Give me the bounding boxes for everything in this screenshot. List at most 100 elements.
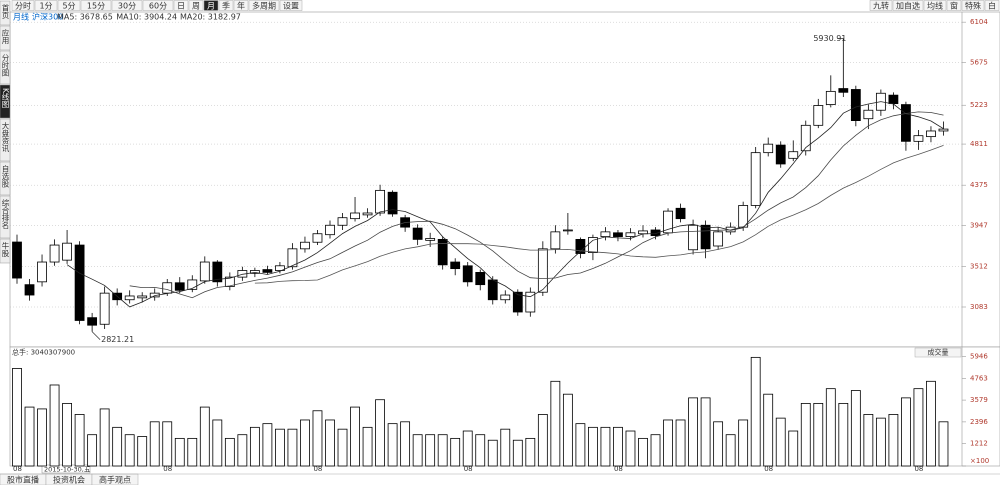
legend-entry: MA10: 3904.24 bbox=[116, 13, 177, 22]
volume-tick-label: 4763 bbox=[970, 374, 988, 382]
sidebar-label[interactable]: 应用 bbox=[1, 28, 10, 46]
volume-bar bbox=[713, 421, 724, 467]
sidebar-label[interactable]: 首页 bbox=[1, 3, 10, 21]
sidebar-label[interactable]: 自选股 bbox=[1, 164, 10, 189]
sidebar-tab[interactable] bbox=[0, 161, 11, 196]
sidebar-tab[interactable] bbox=[0, 25, 11, 51]
period-button[interactable] bbox=[173, 0, 189, 11]
bottom-tab-label[interactable]: 股市直播 bbox=[7, 475, 39, 485]
sidebar-tab[interactable] bbox=[0, 50, 11, 85]
tool-button[interactable] bbox=[892, 0, 924, 11]
sidebar-tab[interactable] bbox=[0, 0, 11, 26]
period-button[interactable] bbox=[57, 0, 81, 11]
volume-bar bbox=[262, 423, 273, 467]
volume-tick-label: 2396 bbox=[970, 418, 988, 426]
period-button[interactable] bbox=[142, 0, 174, 11]
candle-body bbox=[788, 151, 799, 159]
period-button[interactable] bbox=[203, 0, 219, 11]
candle-body bbox=[825, 90, 836, 105]
period-button[interactable] bbox=[80, 0, 112, 11]
candle-body bbox=[312, 233, 323, 243]
x-tick-label: 08 bbox=[464, 465, 473, 473]
tool-button[interactable] bbox=[961, 0, 985, 11]
cursor-date: 2015-10-30,五 bbox=[44, 466, 91, 474]
period-label[interactable]: 5分 bbox=[62, 2, 75, 11]
volume-bar bbox=[450, 437, 461, 467]
candle-body bbox=[375, 189, 385, 214]
period-label[interactable]: 60分 bbox=[149, 2, 167, 11]
x-tick-label: 08 bbox=[313, 465, 322, 473]
period-label[interactable]: 日 bbox=[177, 2, 185, 11]
sidebar-label[interactable]: 分时图 bbox=[1, 54, 10, 78]
sidebar-label[interactable]: 牛股 bbox=[1, 241, 10, 258]
volume-bar bbox=[387, 423, 398, 467]
ma-line bbox=[129, 111, 944, 299]
candle-body bbox=[813, 105, 824, 126]
volume-bar bbox=[275, 428, 285, 467]
candle-body bbox=[500, 294, 511, 301]
period-button[interactable] bbox=[111, 0, 143, 11]
candle-body bbox=[174, 282, 185, 291]
period-label[interactable]: 分时 bbox=[15, 1, 31, 11]
volume-bar bbox=[375, 399, 385, 467]
volume-bar bbox=[350, 406, 360, 467]
tool-button[interactable] bbox=[923, 0, 947, 11]
period-label[interactable]: 设置 bbox=[283, 1, 299, 11]
candle-body bbox=[525, 291, 536, 313]
sidebar-tab[interactable] bbox=[0, 238, 11, 264]
volume-bar bbox=[775, 417, 786, 467]
period-label[interactable]: 多周期 bbox=[252, 1, 276, 11]
period-button[interactable] bbox=[11, 0, 35, 11]
sidebar-label[interactable]: K线图 bbox=[1, 88, 10, 109]
tool-button[interactable] bbox=[984, 0, 1000, 11]
sidebar-label[interactable]: 大盘资讯 bbox=[1, 121, 10, 154]
ma-line bbox=[66, 101, 944, 308]
period-button[interactable] bbox=[233, 0, 249, 11]
volume-bar bbox=[537, 414, 548, 467]
volume-bar bbox=[400, 421, 411, 467]
period-label[interactable]: 季 bbox=[222, 1, 230, 11]
period-button[interactable] bbox=[218, 0, 234, 11]
sidebar-tab[interactable] bbox=[0, 195, 11, 239]
tool-label[interactable]: 九转 bbox=[873, 1, 889, 11]
period-label[interactable]: 30分 bbox=[118, 2, 136, 11]
y-tick-label: 3512 bbox=[970, 263, 988, 271]
tool-label[interactable]: 均线 bbox=[927, 1, 943, 11]
sidebar-tab[interactable] bbox=[0, 84, 11, 119]
volume-bar bbox=[600, 426, 611, 467]
bottom-tab-label[interactable]: 高手观点 bbox=[99, 475, 131, 485]
period-button[interactable] bbox=[279, 0, 303, 11]
candle-body bbox=[262, 269, 273, 273]
period-button[interactable] bbox=[248, 0, 280, 11]
sidebar-tab[interactable] bbox=[0, 118, 11, 162]
candle-body bbox=[838, 88, 849, 93]
volume-button-label[interactable]: 成交量 bbox=[928, 348, 949, 357]
volume-button[interactable] bbox=[914, 347, 962, 358]
candle-body bbox=[450, 261, 461, 270]
candle-body bbox=[613, 232, 623, 237]
tool-button[interactable] bbox=[869, 0, 893, 11]
volume-bar bbox=[700, 397, 711, 467]
y-tick-label: 3083 bbox=[970, 303, 988, 311]
period-label[interactable]: 15分 bbox=[87, 2, 105, 11]
period-label[interactable]: 月 bbox=[207, 2, 215, 11]
volume-bar bbox=[688, 397, 698, 467]
period-label[interactable]: 年 bbox=[237, 1, 245, 11]
period-button[interactable] bbox=[188, 0, 204, 11]
period-label[interactable]: 周 bbox=[192, 2, 200, 11]
period-label[interactable]: 1分 bbox=[39, 2, 52, 11]
y-tick-label: 4375 bbox=[970, 181, 988, 189]
tool-label[interactable]: 白 bbox=[988, 1, 996, 11]
period-button[interactable] bbox=[34, 0, 58, 11]
volume-bar bbox=[512, 439, 523, 467]
bottom-tab-label[interactable]: 投资机会 bbox=[53, 475, 85, 485]
tool-label[interactable]: 加自选 bbox=[896, 1, 920, 11]
tool-label[interactable]: 窗 bbox=[950, 1, 958, 11]
tool-label[interactable]: 特殊 bbox=[965, 1, 981, 11]
sidebar-label[interactable]: 综合排名 bbox=[1, 198, 10, 231]
annotation-leader bbox=[91, 331, 101, 340]
x-tick-label: 08 bbox=[13, 465, 22, 473]
volume-bar bbox=[825, 388, 836, 467]
tool-button[interactable] bbox=[946, 0, 962, 11]
